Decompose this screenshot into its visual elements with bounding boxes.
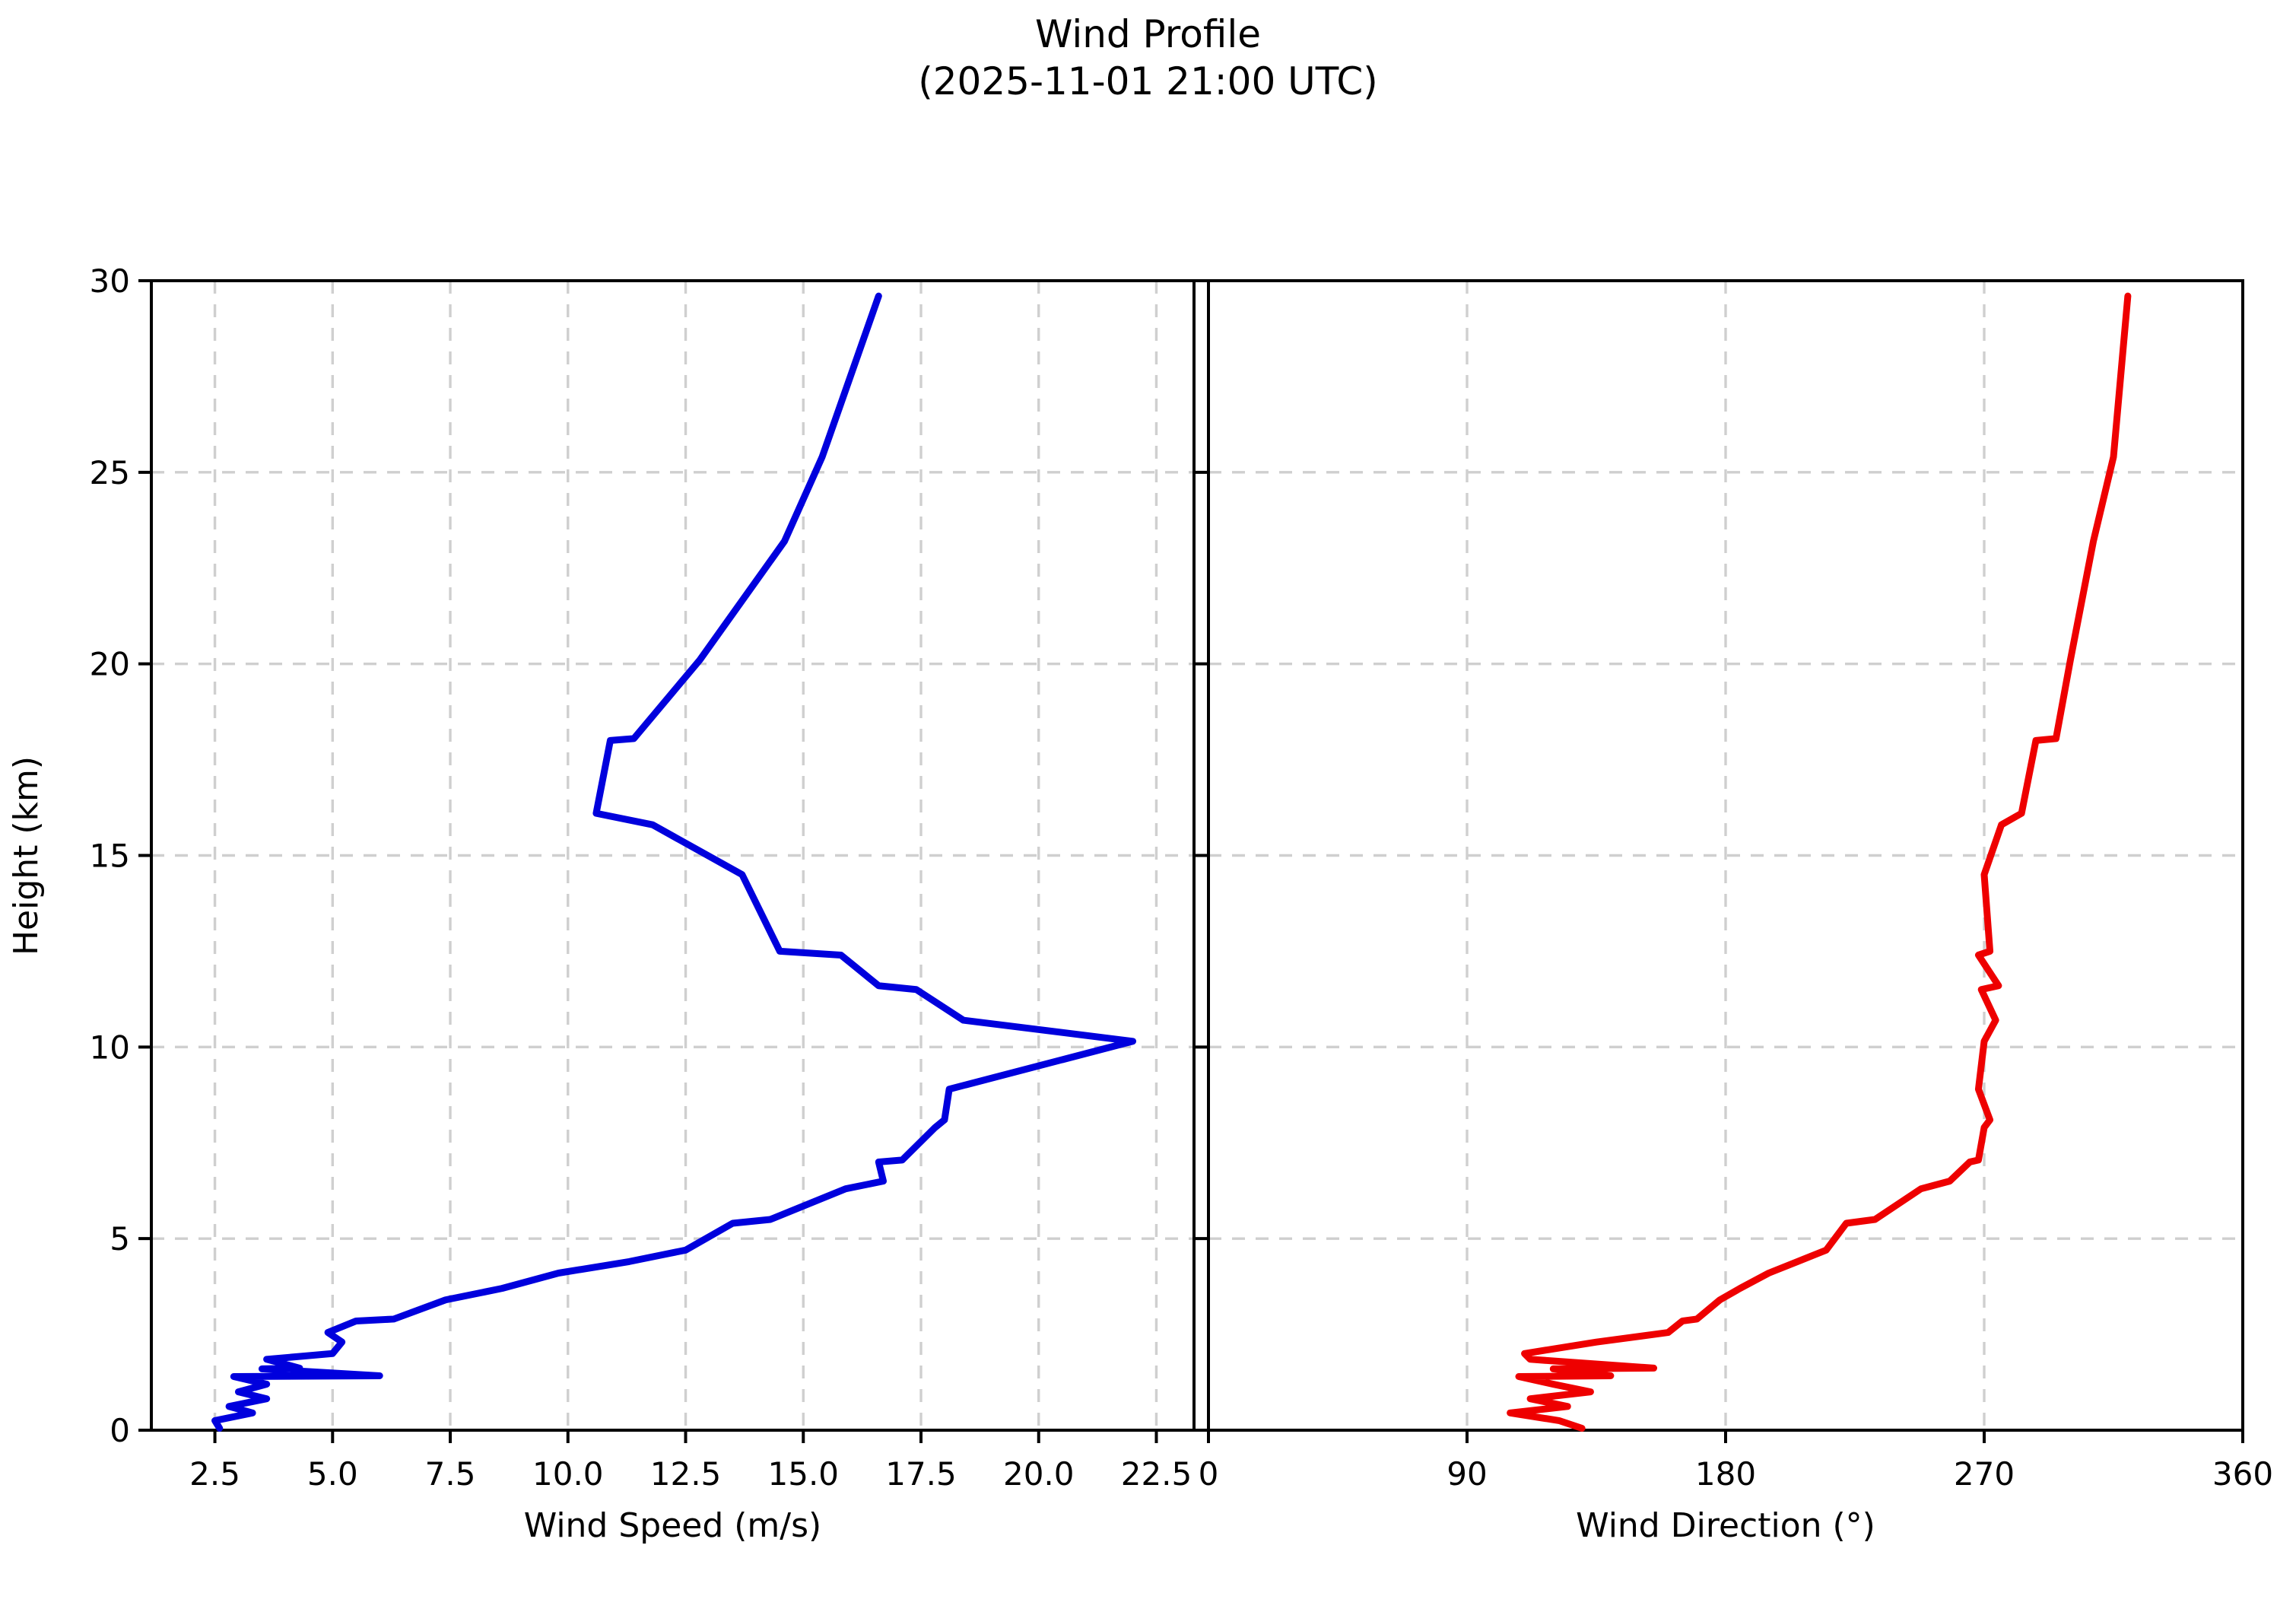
x-tick-label-direction-1: 90 xyxy=(1447,1455,1487,1493)
y-axis-label: Height (km) xyxy=(7,755,46,955)
x-tick-label-speed-1: 5.0 xyxy=(307,1455,358,1493)
x-tick-label-speed-8: 22.5 xyxy=(1121,1455,1192,1493)
y-tick-label-2: 10 xyxy=(90,1029,130,1066)
x-tick-label-speed-7: 20.0 xyxy=(1003,1455,1075,1493)
x-tick-label-speed-3: 10.0 xyxy=(532,1455,604,1493)
x-tick-label-direction-0: 0 xyxy=(1199,1455,1219,1493)
figure-title: Wind Profile (2025-11-01 21:00 UTC) xyxy=(0,11,2296,105)
x-tick-label-speed-0: 2.5 xyxy=(189,1455,240,1493)
y-tick-label-4: 20 xyxy=(90,646,130,683)
series-line-speed xyxy=(211,292,1137,1432)
series-line-direction xyxy=(1507,292,2132,1432)
x-tick-label-speed-4: 12.5 xyxy=(650,1455,722,1493)
y-tick-label-1: 5 xyxy=(110,1220,130,1257)
figure-title-line-1: Wind Profile xyxy=(1034,12,1262,56)
x-tick-label-speed-6: 17.5 xyxy=(885,1455,957,1493)
y-tick-label-5: 25 xyxy=(90,454,130,491)
x-axis-label-wind-direction: Wind Direction (°) xyxy=(1576,1506,1875,1545)
x-tick-label-speed-5: 15.0 xyxy=(768,1455,840,1493)
x-tick-label-speed-2: 7.5 xyxy=(425,1455,476,1493)
x-axis-label-wind-speed: Wind Speed (m/s) xyxy=(523,1506,822,1545)
x-tick-label-direction-3: 270 xyxy=(1954,1455,2015,1493)
y-tick-label-3: 15 xyxy=(90,838,130,875)
x-tick-label-direction-4: 360 xyxy=(2212,1455,2273,1493)
y-tick-label-0: 0 xyxy=(110,1412,130,1449)
x-tick-label-direction-2: 180 xyxy=(1695,1455,1756,1493)
figure-title-line-2: (2025-11-01 21:00 UTC) xyxy=(918,59,1378,103)
y-tick-label-6: 30 xyxy=(90,262,130,300)
